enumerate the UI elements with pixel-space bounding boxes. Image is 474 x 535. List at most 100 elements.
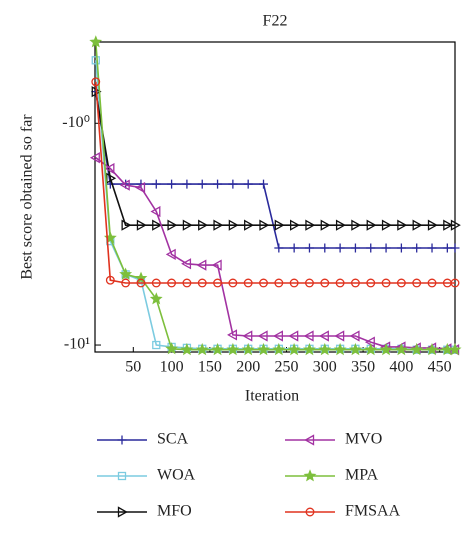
marker: [350, 243, 360, 253]
marker: [305, 278, 314, 288]
marker: [320, 243, 330, 253]
marker: [303, 330, 314, 342]
x-tick-label: 50: [125, 359, 141, 376]
marker: [244, 219, 255, 231]
marker: [228, 219, 239, 231]
marker: [305, 507, 315, 517]
marker: [213, 219, 224, 231]
marker: [196, 259, 207, 271]
marker: [410, 342, 424, 356]
marker: [364, 342, 378, 356]
marker: [289, 243, 299, 253]
marker: [226, 342, 240, 356]
marker: [273, 330, 283, 342]
marker: [427, 219, 438, 231]
legend-label: MVO: [345, 431, 382, 448]
marker: [243, 179, 253, 189]
marker: [197, 278, 207, 288]
marker: [121, 278, 131, 288]
series-line: [95, 91, 455, 226]
marker: [227, 329, 238, 341]
series-line: [95, 81, 455, 284]
marker: [182, 219, 193, 231]
marker: [151, 278, 161, 288]
marker: [117, 435, 127, 445]
marker: [305, 219, 316, 231]
marker: [167, 219, 178, 231]
legend-label: FMSAA: [345, 503, 401, 520]
marker: [91, 56, 100, 65]
marker: [287, 342, 301, 356]
marker: [257, 342, 271, 356]
marker: [288, 330, 299, 342]
marker: [135, 181, 146, 194]
marker: [427, 243, 437, 253]
x-tick-label: 300: [313, 359, 337, 376]
marker: [349, 330, 360, 342]
marker: [89, 35, 103, 48]
marker: [152, 219, 163, 231]
marker: [167, 179, 177, 189]
marker: [425, 342, 439, 356]
marker: [104, 162, 115, 175]
marker: [257, 330, 268, 342]
x-tick-label: 250: [274, 359, 298, 376]
marker: [117, 506, 128, 518]
marker: [91, 77, 101, 87]
marker: [442, 243, 452, 253]
marker: [274, 219, 285, 231]
marker: [335, 243, 345, 253]
marker: [150, 205, 161, 218]
marker: [167, 278, 177, 288]
marker: [165, 342, 179, 355]
legend-label: MFO: [157, 503, 192, 520]
marker: [381, 278, 391, 288]
marker: [242, 330, 253, 342]
marker: [89, 152, 100, 164]
marker: [149, 292, 163, 305]
marker: [289, 278, 299, 288]
marker: [181, 258, 192, 270]
marker: [213, 179, 223, 189]
marker: [289, 219, 300, 231]
y-axis-label: Best score obtained so far: [19, 114, 36, 280]
marker: [450, 243, 460, 253]
marker: [272, 342, 286, 356]
marker: [303, 469, 317, 482]
marker: [259, 219, 270, 231]
marker: [318, 330, 329, 342]
marker: [198, 219, 209, 231]
marker: [243, 278, 253, 288]
marker: [211, 342, 225, 356]
marker: [213, 278, 223, 288]
marker: [211, 259, 222, 271]
marker: [117, 471, 127, 481]
marker: [333, 342, 347, 356]
y-tick-label: -10⁰: [62, 114, 90, 131]
legend-label: WOA: [157, 467, 196, 484]
marker: [195, 342, 209, 356]
marker: [366, 219, 377, 231]
series-line: [95, 60, 455, 351]
marker: [412, 219, 423, 231]
marker: [259, 278, 268, 288]
marker: [180, 342, 194, 356]
marker: [366, 243, 376, 253]
marker: [136, 278, 146, 288]
marker: [152, 340, 161, 350]
marker: [394, 342, 408, 356]
marker: [121, 219, 132, 231]
marker: [450, 219, 461, 231]
marker: [412, 278, 422, 288]
marker: [350, 278, 360, 288]
marker: [349, 342, 362, 356]
marker: [304, 434, 315, 446]
marker: [105, 275, 115, 285]
marker: [381, 243, 391, 253]
marker: [197, 179, 207, 189]
marker: [320, 219, 331, 231]
x-tick-label: 400: [389, 359, 413, 376]
x-tick-label: 450: [428, 359, 452, 376]
chart-title: F22: [263, 13, 288, 30]
y-tick-label: -10¹: [64, 336, 90, 353]
